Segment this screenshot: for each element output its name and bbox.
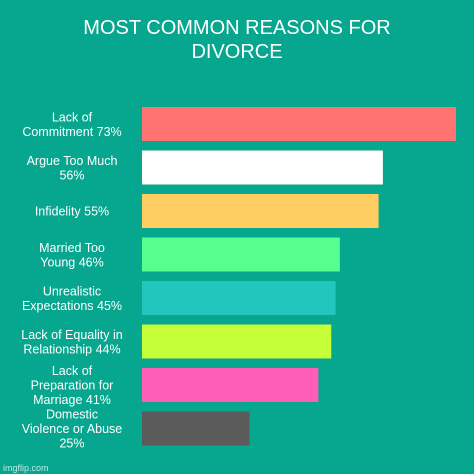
category-label-line: Expectations 45%	[22, 299, 122, 313]
category-label-line: Violence or Abuse	[22, 422, 123, 436]
bar	[142, 324, 332, 359]
category-label: Lack of Commitment 73%	[22, 110, 121, 139]
category-label-line: Young 46%	[40, 255, 104, 269]
category-label-line: Preparation for	[31, 379, 114, 393]
bar	[142, 150, 383, 185]
bar	[142, 411, 250, 446]
category-label-line: Domestic	[46, 408, 98, 422]
category-label-line: Commitment 73%	[22, 125, 121, 139]
watermark: imgflip.com	[3, 463, 49, 473]
category-label: Lack of Equality in Relationship 44%	[21, 328, 122, 357]
bars	[142, 107, 456, 446]
bar	[142, 281, 336, 315]
bar	[142, 368, 319, 402]
bar	[142, 237, 340, 272]
category-label-line: Married Too	[39, 241, 105, 255]
category-label-line: Relationship 44%	[23, 342, 120, 356]
category-label: Domestic Violence or Abuse 25%	[22, 408, 123, 451]
category-label-line: Marriage 41%	[33, 393, 111, 407]
chart-title-line: MOST COMMON REASONS FOR	[83, 17, 390, 39]
category-label-line: Lack of Equality in	[21, 328, 122, 342]
category-label-line: Unrealistic	[43, 284, 101, 298]
category-label: Infidelity 55%	[35, 205, 109, 219]
category-label: Unrealistic Expectations 45%	[22, 284, 122, 313]
bar	[142, 107, 456, 141]
category-label: Lack of Preparation for Marriage 41%	[31, 364, 114, 407]
category-label: Married Too Young 46%	[39, 241, 105, 270]
chart-title-line: DIVORCE	[191, 41, 282, 63]
category-label-line: 25%	[59, 437, 84, 451]
category-label-line: Lack of	[52, 364, 93, 378]
category-labels: Lack of Commitment 73%Argue Too Much 56%In…	[21, 110, 122, 450]
category-label-line: 56%	[59, 168, 84, 182]
bar	[142, 194, 379, 228]
category-label-line: Argue Too Much	[27, 154, 118, 168]
category-label-line: Lack of	[52, 110, 93, 124]
category-label: Argue Too Much 56%	[27, 154, 118, 183]
category-label-line: Infidelity 55%	[35, 205, 109, 219]
